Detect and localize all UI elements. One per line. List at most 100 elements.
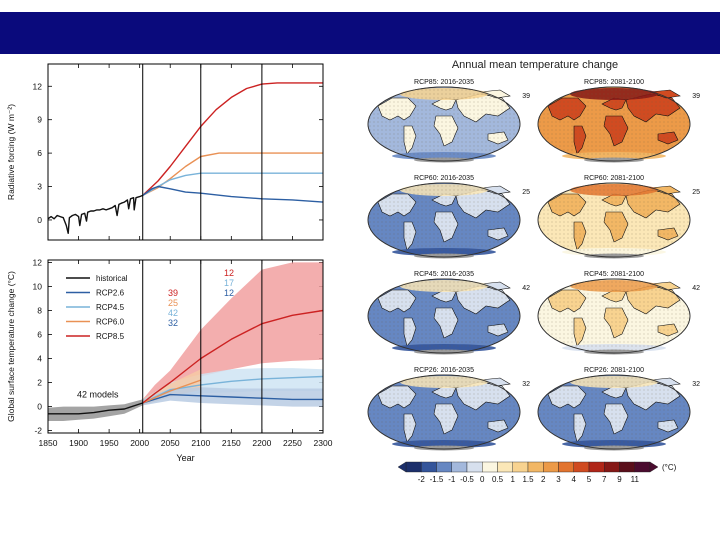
y-tick-label: 0 <box>37 402 42 412</box>
map-model-count: 32 <box>522 381 530 388</box>
x-tick-label: 2200 <box>252 438 271 448</box>
temperature-change-panel: -2 0 2 4 6 8 10 12 1850 1900 1950 2000 2050 2100 2150 2… <box>6 257 333 463</box>
y-tick-label: 12 <box>33 257 43 267</box>
series-line-rcp6.0 <box>142 379 202 404</box>
title-bar <box>0 12 720 54</box>
temperature-change-maps-figure: Annual mean temperature change RCP85: 20… <box>367 59 700 484</box>
x-axis-label: Year <box>176 453 194 463</box>
map-label: RCP60: 2081-2100 <box>584 175 644 182</box>
colorbar-swatch <box>482 461 498 473</box>
temperature-map: RCP26: 2081-2100 32 <box>537 367 700 451</box>
map-model-count: 42 <box>522 285 530 292</box>
x-tick-label: 2050 <box>161 438 180 448</box>
x-tick-label: 1950 <box>100 438 119 448</box>
colorbar-swatch <box>619 461 635 473</box>
map-label: RCP85: 2081-2100 <box>584 79 644 86</box>
temperature-map: RCP26: 2016-2035 32 <box>367 367 530 451</box>
map-label: RCP60: 2016-2035 <box>414 175 474 182</box>
y-axis-label: Global surface temperature change (°C) <box>6 271 16 422</box>
map-significance-stipple <box>367 278 521 354</box>
plot-frame <box>47 63 324 241</box>
model-count-2100: 32 <box>168 318 178 328</box>
colorbar-high-arrow <box>649 461 659 473</box>
colorbar-swatch <box>634 461 651 473</box>
colorbar-swatch <box>421 461 437 473</box>
colorbar-unit: (°C) <box>662 463 677 472</box>
map-significance-stipple <box>537 182 691 258</box>
legend-label: historical <box>96 274 128 283</box>
y-tick-label: 10 <box>33 281 43 291</box>
colorbar-swatch <box>527 461 544 473</box>
x-tick-label: 2100 <box>191 438 210 448</box>
radiative-forcing-panel: 0 3 6 9 12 Radiative forcing (W m⁻²) <box>6 63 324 241</box>
colorbar-tick-label: 0.5 <box>492 475 504 484</box>
map-significance-stipple <box>367 182 521 258</box>
colorbar-swatch <box>558 461 574 473</box>
map-model-count: 39 <box>692 93 700 100</box>
temperature-map: RCP85: 2016-2035 39 <box>367 79 530 163</box>
map-model-count: 25 <box>522 189 530 196</box>
colorbar-swatch <box>543 461 559 473</box>
colorbar-swatch <box>604 461 620 473</box>
colorbar-swatch <box>497 461 513 473</box>
y-tick-label: 3 <box>37 182 42 192</box>
colorbar-tick-label: 1.5 <box>522 475 534 484</box>
y-tick-label: 12 <box>33 81 43 91</box>
y-tick-label: 6 <box>37 329 42 339</box>
model-count-2100: 39 <box>168 288 178 298</box>
colorbar-tick-label: 7 <box>602 475 607 484</box>
models-annotation: 42 models <box>77 390 119 400</box>
map-model-count: 25 <box>692 189 700 196</box>
series-line-rcp2.6 <box>142 185 324 203</box>
x-tick-label: 2150 <box>222 438 241 448</box>
colorbar-swatch <box>436 461 452 473</box>
colorbar-swatch <box>588 461 605 473</box>
colorbar-swatch <box>512 461 529 473</box>
series-line-historical <box>47 194 143 235</box>
colorbar-tick-label: -1.5 <box>430 475 444 484</box>
x-tick-label: 2250 <box>283 438 302 448</box>
projection-time-series-figure: 0 3 6 9 12 Radiative forcing (W m⁻²) -2 0 2 4 6 8 1… <box>6 63 333 463</box>
legend-label: RCP6.0 <box>96 318 125 327</box>
model-count-2300: 17 <box>224 278 234 288</box>
map-model-count: 42 <box>692 285 700 292</box>
colorbar-tick-label: 11 <box>631 475 640 484</box>
colorbar-tick-label: 5 <box>587 475 592 484</box>
map-significance-stipple <box>537 374 691 450</box>
y-tick-label: 2 <box>37 378 42 388</box>
colorbar-swatch <box>573 461 590 473</box>
map-label: RCP26: 2081-2100 <box>584 367 644 374</box>
x-tick-label: 1900 <box>69 438 88 448</box>
temperature-map: RCP60: 2081-2100 25 <box>537 175 700 259</box>
map-label: RCP45: 2016-2035 <box>414 271 474 278</box>
temperature-map: RCP45: 2081-2100 42 <box>537 271 700 355</box>
model-count-2100: 42 <box>168 308 178 318</box>
model-count-2100: 25 <box>168 298 178 308</box>
colorbar-tick-label: 2 <box>541 475 546 484</box>
legend-label: RCP8.5 <box>96 332 125 341</box>
temperature-map: RCP85: 2081-2100 39 <box>537 79 700 163</box>
series-line-rcp4.5 <box>142 375 324 404</box>
colorbar-swatch <box>405 461 422 473</box>
colorbar-tick-label: 4 <box>572 475 577 484</box>
x-tick-label: 2000 <box>130 438 149 448</box>
uncertainty-band-rcp8.5 <box>142 262 323 406</box>
map-significance-stipple <box>367 374 521 450</box>
map-significance-stipple <box>537 86 691 162</box>
colorbar-tick-label: -0.5 <box>460 475 474 484</box>
series-line-rcp2.6 <box>142 393 323 404</box>
colorbar-tick-label: 3 <box>556 475 561 484</box>
model-count-2300: 12 <box>224 268 234 278</box>
y-tick-label: 0 <box>37 215 42 225</box>
map-model-count: 39 <box>522 93 530 100</box>
colorbar-swatch <box>451 461 468 473</box>
plot-frame <box>47 259 324 434</box>
maps-grid: RCP85: 2016-2035 39 RCP85: 2081-2100 39 RCP6… <box>367 79 700 451</box>
map-label: RCP45: 2081-2100 <box>584 271 644 278</box>
map-model-count: 32 <box>692 381 700 388</box>
y-tick-label: 6 <box>37 148 42 158</box>
colorbar-tick-label: -2 <box>418 475 426 484</box>
x-tick-label: 1850 <box>39 438 58 448</box>
legend-label: RCP2.6 <box>96 289 125 298</box>
y-tick-label: 8 <box>37 305 42 315</box>
